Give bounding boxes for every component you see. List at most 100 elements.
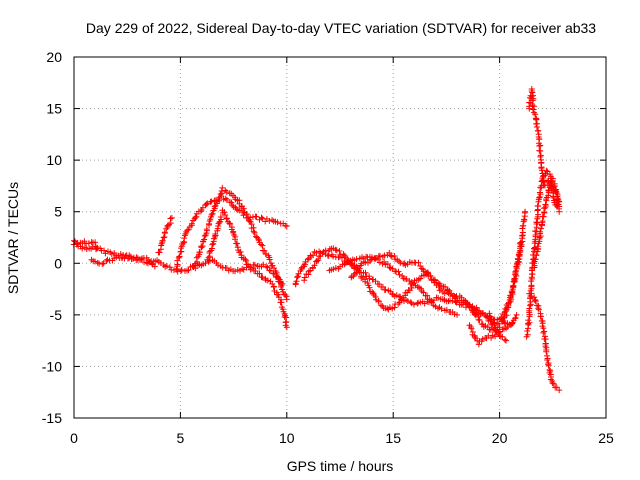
data-point xyxy=(227,220,234,227)
data-point xyxy=(310,252,317,259)
data-point xyxy=(274,219,281,226)
data-point xyxy=(537,313,544,320)
data-point xyxy=(266,267,273,274)
data-point xyxy=(391,253,398,260)
data-point xyxy=(216,194,223,201)
data-point xyxy=(550,194,557,201)
data-point xyxy=(173,265,180,272)
data-point xyxy=(533,252,540,259)
data-point xyxy=(375,297,382,304)
data-point xyxy=(396,271,403,278)
axis-ticks: 0 5 10 15 20 25 -15 -10 -5 0 5 10 15 20 xyxy=(42,49,614,446)
data-point xyxy=(181,232,188,239)
data-point xyxy=(541,328,548,335)
data-point xyxy=(526,319,533,326)
data-point xyxy=(301,274,308,281)
data-point xyxy=(382,286,389,293)
data-point xyxy=(226,198,233,205)
data-point xyxy=(556,208,563,215)
data-point xyxy=(342,260,349,267)
data-point xyxy=(233,206,240,213)
data-point xyxy=(197,208,204,215)
data-point xyxy=(512,315,519,322)
data-point xyxy=(463,299,470,306)
data-point xyxy=(245,263,252,270)
data-point xyxy=(553,202,560,209)
data-point xyxy=(438,285,445,292)
data-point xyxy=(532,256,539,263)
data-point xyxy=(543,348,550,355)
data-point xyxy=(223,215,230,222)
data-point xyxy=(366,284,373,291)
data-point xyxy=(486,313,493,320)
data-point xyxy=(410,301,417,308)
data-point xyxy=(251,261,258,268)
data-point xyxy=(175,254,182,261)
data-point xyxy=(85,240,92,247)
data-point xyxy=(332,246,339,253)
x-tick-label: 20 xyxy=(492,430,508,446)
data-point xyxy=(258,214,265,221)
data-point xyxy=(203,226,210,233)
data-point xyxy=(113,254,120,261)
data-point xyxy=(375,298,382,305)
data-point xyxy=(212,231,219,238)
data-point xyxy=(547,179,554,186)
data-point xyxy=(531,294,538,301)
data-point xyxy=(99,260,106,267)
data-point xyxy=(379,283,386,290)
data-point xyxy=(376,259,383,266)
y-tick-label: 10 xyxy=(46,152,62,168)
data-point xyxy=(517,239,524,246)
x-tick-label: 15 xyxy=(385,430,401,446)
grid-lines xyxy=(74,57,606,418)
data-point xyxy=(188,220,195,227)
data-point xyxy=(501,309,508,316)
data-point xyxy=(366,257,373,264)
data-point xyxy=(336,247,343,254)
data-point xyxy=(214,262,221,269)
data-point xyxy=(471,333,478,340)
data-point xyxy=(362,269,369,276)
data-point xyxy=(372,293,379,300)
data-point xyxy=(229,202,236,209)
data-point xyxy=(407,299,414,306)
data-point xyxy=(369,289,376,296)
data-point xyxy=(199,204,206,211)
data-point xyxy=(495,329,502,336)
data-point xyxy=(222,211,229,218)
data-point xyxy=(360,258,367,265)
data-point xyxy=(532,298,539,305)
data-point xyxy=(92,258,99,265)
data-point xyxy=(498,314,505,321)
data-point xyxy=(526,305,533,312)
data-point xyxy=(353,256,360,263)
data-point xyxy=(512,269,519,276)
data-point xyxy=(362,278,369,285)
data-point xyxy=(377,253,384,260)
data-point xyxy=(168,214,175,221)
data-point xyxy=(138,256,145,263)
data-point xyxy=(522,208,529,215)
data-point xyxy=(275,291,282,298)
data-point xyxy=(301,277,308,284)
data-point xyxy=(174,268,181,275)
data-point xyxy=(259,242,266,249)
data-point xyxy=(454,311,461,318)
data-point xyxy=(156,249,163,256)
data-point xyxy=(556,387,563,394)
data-point xyxy=(533,123,540,130)
data-point xyxy=(205,220,212,227)
plot-frame xyxy=(73,56,607,419)
x-tick-label: 25 xyxy=(598,430,614,446)
data-point xyxy=(279,288,286,295)
data-point xyxy=(201,236,208,243)
data-point xyxy=(387,252,394,259)
data-point xyxy=(217,191,224,198)
data-point xyxy=(406,277,413,284)
data-point xyxy=(232,236,239,243)
data-point xyxy=(396,299,403,306)
data-point xyxy=(208,211,215,218)
data-point xyxy=(240,212,247,219)
data-point xyxy=(499,333,506,340)
